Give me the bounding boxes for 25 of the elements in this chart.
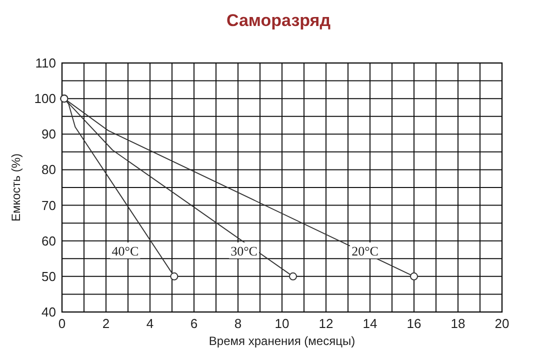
y-tick-label: 80 — [42, 162, 56, 178]
x-tick-label: 0 — [58, 316, 66, 331]
y-tick-label: 90 — [42, 126, 56, 142]
y-tick-label: 110 — [35, 56, 56, 70]
y-axis-title: Емкость (%) — [9, 153, 23, 222]
x-tick-label: 4 — [146, 316, 154, 331]
series-label: 20°C — [352, 243, 378, 258]
y-tick-label: 50 — [42, 268, 56, 284]
y-tick-label: 60 — [42, 233, 56, 248]
x-tick-label: 20 — [494, 316, 510, 331]
x-axis-title: Время хранения (месяцы) — [208, 334, 356, 348]
x-tick-label: 10 — [274, 316, 290, 331]
y-tick-label: 70 — [42, 198, 56, 213]
x-tick-label: 16 — [406, 316, 422, 331]
series-label: 30°C — [230, 243, 258, 258]
x-tick-label: 8 — [234, 316, 242, 331]
x-tick-label: 6 — [190, 316, 198, 331]
x-tick-label: 14 — [362, 316, 378, 331]
x-tick-label: 12 — [318, 316, 334, 331]
series-label: 40°C — [112, 243, 139, 258]
y-tick-label: 100 — [34, 91, 56, 106]
x-tick-label: 2 — [102, 316, 110, 331]
x-tick-label: 18 — [450, 316, 466, 331]
y-tick-label: 40 — [42, 304, 56, 320]
chart-title: Саморазряд — [226, 11, 331, 30]
